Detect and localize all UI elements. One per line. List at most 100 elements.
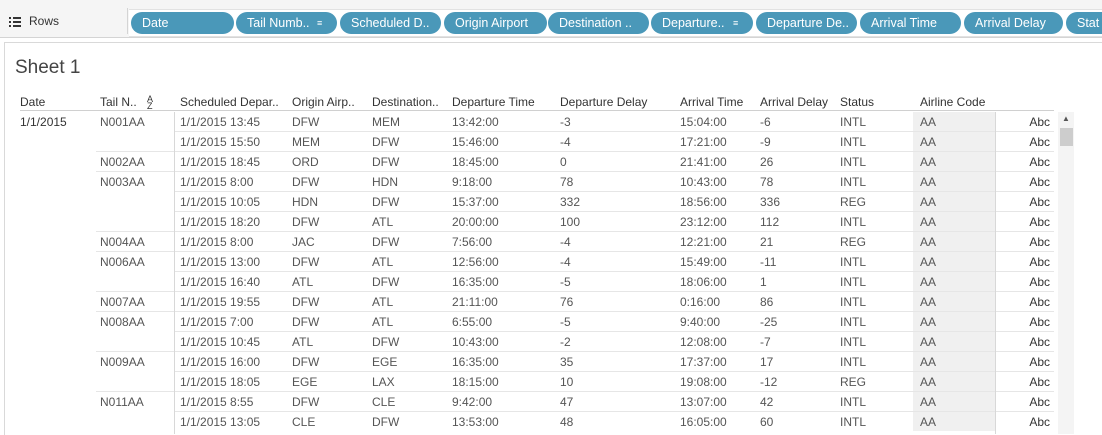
status-cell[interactable]: INTL (840, 115, 867, 129)
scroll-up-icon[interactable]: ▲ (1062, 114, 1070, 123)
status-cell[interactable]: INTL (840, 295, 867, 309)
destination-cell[interactable]: DFW (372, 335, 400, 349)
arrival-time-cell[interactable]: 17:21:00 (680, 135, 727, 149)
arrival-delay-cell[interactable]: -7 (760, 335, 771, 349)
abc-placeholder-cell[interactable]: Abc (1029, 295, 1050, 309)
scheduled-departure-cell[interactable]: 1/1/2015 7:00 (180, 315, 254, 329)
destination-cell[interactable]: HDN (372, 175, 398, 189)
origin-airport-cell[interactable]: DFW (292, 255, 320, 269)
tail-number-cell[interactable]: N002AA (100, 155, 145, 169)
arrival-delay-cell[interactable]: -6 (760, 115, 771, 129)
arrival-time-cell[interactable]: 0:16:00 (680, 295, 721, 309)
scheduled-departure-cell[interactable]: 1/1/2015 8:00 (180, 175, 254, 189)
tail-number-cell[interactable]: N001AA (100, 115, 145, 129)
origin-airport-cell[interactable]: MEM (292, 135, 320, 149)
arrival-delay-cell[interactable]: 1 (760, 275, 767, 289)
departure-delay-cell[interactable]: 76 (560, 295, 574, 309)
airline-code-cell[interactable]: AA (920, 275, 937, 289)
destination-cell[interactable]: LAX (372, 375, 395, 389)
abc-placeholder-cell[interactable]: Abc (1029, 335, 1050, 349)
destination-cell[interactable]: DFW (372, 235, 400, 249)
status-cell[interactable]: INTL (840, 175, 867, 189)
scheduled-departure-cell[interactable]: 1/1/2015 8:55 (180, 395, 254, 409)
arrival-time-cell[interactable]: 10:43:00 (680, 175, 727, 189)
arrival-time-cell[interactable]: 18:56:00 (680, 195, 727, 209)
tail-number-cell[interactable]: N004AA (100, 235, 145, 249)
abc-placeholder-cell[interactable]: Abc (1029, 415, 1050, 429)
arrival-time-cell[interactable]: 19:08:00 (680, 375, 727, 389)
tail-number-cell[interactable]: N003AA (100, 175, 145, 189)
status-cell[interactable]: INTL (840, 395, 867, 409)
airline-code-cell[interactable]: AA (920, 215, 937, 229)
departure-delay-cell[interactable]: -4 (560, 135, 571, 149)
origin-airport-cell[interactable]: DFW (292, 115, 320, 129)
departure-time-cell[interactable]: 7:56:00 (452, 235, 493, 249)
arrival-time-cell[interactable]: 17:37:00 (680, 355, 727, 369)
scheduled-departure-cell[interactable]: 1/1/2015 18:45 (180, 155, 261, 169)
arrival-delay-cell[interactable]: 60 (760, 415, 774, 429)
airline-code-cell[interactable]: AA (920, 135, 937, 149)
origin-airport-cell[interactable]: HDN (292, 195, 318, 209)
scheduled-departure-cell[interactable]: 1/1/2015 13:00 (180, 255, 261, 269)
rows-pill[interactable]: Stat (1066, 12, 1102, 34)
departure-time-cell[interactable]: 9:18:00 (452, 175, 493, 189)
departure-time-cell[interactable]: 15:46:00 (452, 135, 499, 149)
arrival-delay-cell[interactable]: 21 (760, 235, 774, 249)
destination-cell[interactable]: DFW (372, 275, 400, 289)
status-cell[interactable]: INTL (840, 315, 867, 329)
abc-placeholder-cell[interactable]: Abc (1029, 135, 1050, 149)
scheduled-departure-cell[interactable]: 1/1/2015 16:40 (180, 275, 261, 289)
column-header[interactable]: Scheduled Depar.. (180, 95, 279, 109)
arrival-delay-cell[interactable]: 86 (760, 295, 774, 309)
tail-number-cell[interactable]: N006AA (100, 255, 145, 269)
destination-cell[interactable]: DFW (372, 415, 400, 429)
abc-placeholder-cell[interactable]: Abc (1029, 215, 1050, 229)
column-header[interactable]: Destination.. (372, 95, 439, 109)
airline-code-cell[interactable]: AA (920, 295, 937, 309)
rows-pill[interactable]: Origin Airport (444, 12, 547, 34)
departure-delay-cell[interactable]: 332 (560, 195, 581, 209)
departure-delay-cell[interactable]: 35 (560, 355, 574, 369)
arrival-delay-cell[interactable]: 26 (760, 155, 774, 169)
airline-code-cell[interactable]: AA (920, 415, 937, 429)
arrival-time-cell[interactable]: 12:08:00 (680, 335, 727, 349)
arrival-delay-cell[interactable]: -25 (760, 315, 778, 329)
arrival-delay-cell[interactable]: 336 (760, 195, 781, 209)
departure-delay-cell[interactable]: -5 (560, 315, 571, 329)
departure-delay-cell[interactable]: 100 (560, 215, 581, 229)
departure-delay-cell[interactable]: 78 (560, 175, 574, 189)
arrival-delay-cell[interactable]: 42 (760, 395, 774, 409)
departure-delay-cell[interactable]: 48 (560, 415, 574, 429)
airline-code-cell[interactable]: AA (920, 335, 937, 349)
abc-placeholder-cell[interactable]: Abc (1029, 315, 1050, 329)
departure-time-cell[interactable]: 21:11:00 (452, 295, 498, 309)
rows-pill[interactable]: Tail Numb.. ≡ (236, 12, 337, 34)
departure-time-cell[interactable]: 16:35:00 (452, 355, 499, 369)
destination-cell[interactable]: EGE (372, 355, 398, 369)
status-cell[interactable]: REG (840, 235, 867, 249)
airline-code-cell[interactable]: AA (920, 195, 937, 209)
origin-airport-cell[interactable]: DFW (292, 215, 320, 229)
airline-code-cell[interactable]: AA (920, 395, 937, 409)
origin-airport-cell[interactable]: DFW (292, 395, 320, 409)
airline-code-cell[interactable]: AA (920, 155, 937, 169)
origin-airport-cell[interactable]: DFW (292, 355, 320, 369)
abc-placeholder-cell[interactable]: Abc (1029, 115, 1050, 129)
rows-pill[interactable]: Date (131, 12, 234, 34)
scheduled-departure-cell[interactable]: 1/1/2015 8:00 (180, 235, 254, 249)
arrival-delay-cell[interactable]: 78 (760, 175, 774, 189)
arrival-delay-cell[interactable]: -11 (760, 255, 777, 269)
departure-time-cell[interactable]: 13:53:00 (452, 415, 499, 429)
arrival-time-cell[interactable]: 23:12:00 (680, 215, 727, 229)
tail-number-cell[interactable]: N011AA (100, 395, 144, 409)
departure-time-cell[interactable]: 15:37:00 (452, 195, 499, 209)
arrival-delay-cell[interactable]: 17 (760, 355, 774, 369)
arrival-time-cell[interactable]: 21:41:00 (680, 155, 727, 169)
rows-pill[interactable]: Departure De.. (756, 12, 857, 34)
status-cell[interactable]: INTL (840, 415, 867, 429)
origin-airport-cell[interactable]: CLE (292, 415, 316, 429)
arrival-delay-cell[interactable]: 112 (760, 215, 780, 229)
departure-time-cell[interactable]: 16:35:00 (452, 275, 499, 289)
abc-placeholder-cell[interactable]: Abc (1029, 375, 1050, 389)
airline-code-cell[interactable]: AA (920, 255, 937, 269)
